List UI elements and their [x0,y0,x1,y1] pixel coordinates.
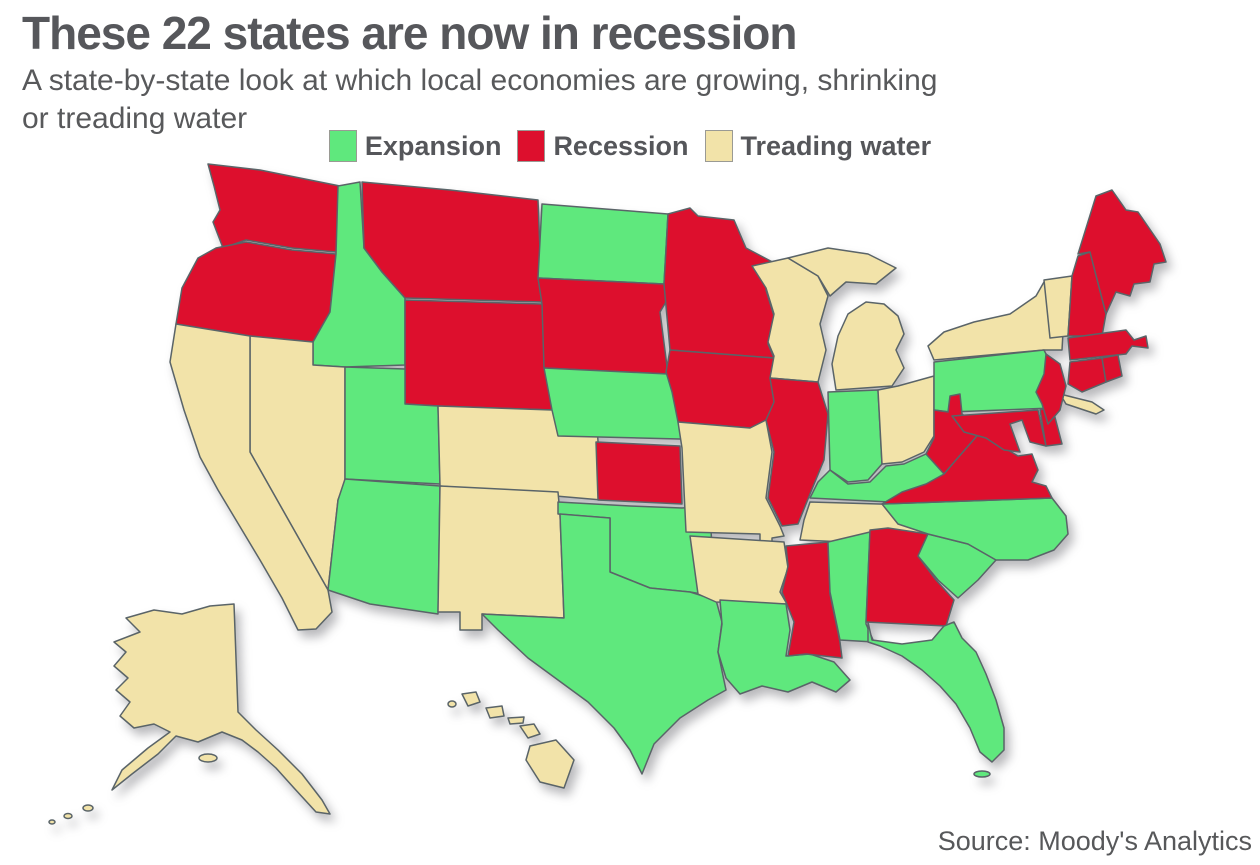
alaska-kodiak-island [198,753,218,763]
state-oregon [175,241,337,343]
hawaii-niihau [447,700,457,708]
state-michigan-mitten [831,301,905,391]
state-florida [867,621,1005,763]
legend-item-expansion: Expansion [328,130,502,162]
recession-swatch [517,130,546,162]
state-michigan-upper-peninsula [787,247,897,297]
recession-label: Recession [553,130,689,161]
page-title: These 22 states are now in recession [22,7,797,59]
state-north-carolina [881,497,1069,561]
hawaii-maui [519,723,541,739]
page-subtitle: A state-by-state look at which local eco… [22,64,938,135]
state-arizona [327,478,441,615]
state-iowa [665,349,783,429]
state-texas [481,513,727,775]
state-massachusetts [1067,329,1149,361]
alaska-aleutian-island [48,819,56,825]
us-choropleth-map [30,152,1256,860]
expansion-swatch [328,130,357,162]
state-rhode-island [1101,354,1123,383]
state-virginia [881,429,1053,505]
expansion-label: Expansion [364,130,502,161]
source-attribution: Source: Moody's Analytics [937,826,1252,856]
treading-water-swatch [704,130,733,162]
state-connecticut [1067,357,1107,393]
legend: Expansion Recession Treading water [0,130,1260,162]
state-maine [1077,189,1167,315]
state-new-mexico [437,485,565,631]
hawaii-big-island [525,739,575,789]
state-illinois [765,377,829,527]
state-new-jersey [1035,353,1067,425]
state-indiana [827,389,883,483]
alaska-aleutian-island [63,812,73,820]
state-south-dakota [537,277,669,375]
florida-keys [973,770,991,778]
state-california [169,323,333,631]
state-alaska [111,603,331,815]
hawaii-molokai [507,716,525,725]
new-york-long-island [1059,393,1105,415]
state-kansas [595,441,683,505]
state-montana [361,181,543,303]
state-wyoming [404,299,553,411]
state-ohio [877,375,935,465]
hawaii-oahu [485,705,505,719]
treading-water-label: Treading water [740,130,932,161]
legend-item-treading-water: Treading water [704,130,932,162]
state-north-dakota [537,203,669,285]
state-louisiana [717,599,851,695]
alaska-aleutian-island [82,804,94,812]
hawaii-kauai [461,691,481,707]
legend-item-recession: Recession [517,130,689,162]
state-missouri [677,419,785,551]
state-arkansas [689,535,789,605]
state-washington [207,163,341,253]
